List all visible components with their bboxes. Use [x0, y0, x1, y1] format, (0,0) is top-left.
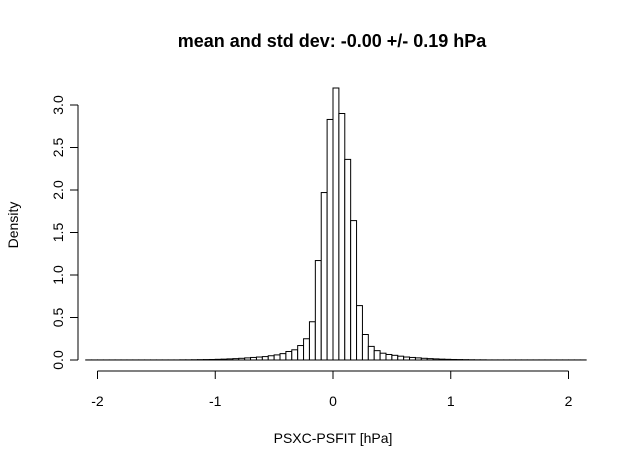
x-tick-label: -1: [209, 393, 222, 409]
histogram-bar: [338, 113, 346, 361]
histogram-bar: [397, 355, 405, 361]
histogram-bar: [214, 358, 222, 361]
histogram-bar: [255, 356, 263, 361]
y-tick-label: 1.5: [50, 223, 66, 243]
y-axis-label: Density: [5, 202, 21, 249]
histogram-bar: [420, 357, 428, 361]
y-tick-label: 0.0: [50, 350, 66, 370]
histogram-bar: [450, 358, 458, 361]
histogram-bar: [379, 352, 387, 361]
histogram-bar: [226, 358, 234, 361]
histogram-bar: [350, 220, 358, 361]
histogram-bar: [279, 353, 287, 361]
y-tick-label: 2.0: [50, 180, 66, 200]
histogram-bar: [444, 358, 452, 361]
histogram-bar: [208, 358, 216, 361]
histogram-bar: [326, 118, 334, 361]
x-axis-label: PSXC-PSFIT [hPa]: [274, 430, 393, 446]
histogram-bar: [308, 321, 316, 361]
histogram-bar: [273, 354, 281, 361]
x-tick-label: 2: [565, 393, 573, 409]
histogram-bars: [85, 87, 587, 361]
histogram-bar: [432, 358, 440, 361]
histogram-bar: [303, 338, 310, 361]
histogram-bar: [232, 358, 240, 361]
histogram-bar: [438, 358, 446, 361]
y-tick-label: 2.5: [50, 138, 66, 158]
histogram-bar: [250, 356, 257, 361]
chart-title: mean and std dev: -0.00 +/- 0.19 hPa: [178, 31, 488, 51]
histogram-bar: [403, 356, 411, 361]
histogram-bar: [356, 305, 363, 361]
y-axis: 0.0 0.5 1.0 1.5 2.0 2.5 3.0: [50, 95, 79, 370]
histogram-bar: [373, 350, 381, 361]
histogram-bar: [285, 351, 293, 361]
x-tick-label: 0: [329, 393, 337, 409]
histogram-bar: [332, 87, 340, 361]
histogram-bar: [391, 354, 399, 361]
histogram-bar: [344, 158, 352, 361]
histogram-bar: [409, 356, 416, 361]
histogram-bar: [367, 345, 375, 361]
y-tick-label: 1.0: [50, 265, 66, 285]
histogram-bar: [297, 345, 305, 361]
histogram-bar: [244, 357, 252, 361]
histogram-bar: [314, 260, 322, 361]
histogram-bar: [361, 334, 369, 361]
x-tick-label: 1: [447, 393, 455, 409]
histogram-bar: [238, 357, 246, 361]
histogram-bar: [220, 358, 228, 361]
histogram-bar: [414, 357, 422, 361]
histogram-bar: [291, 349, 299, 361]
histogram-bar: [426, 358, 434, 361]
y-tick-label: 0.5: [50, 308, 66, 328]
histogram-bar: [261, 356, 269, 361]
y-tick-label: 3.0: [50, 95, 66, 115]
histogram-bar: [320, 192, 328, 361]
x-tick-label: -2: [91, 393, 104, 409]
histogram-bar: [385, 353, 393, 361]
x-axis: -2 -1 0 1 2: [91, 370, 573, 409]
histogram-bar: [267, 355, 275, 361]
